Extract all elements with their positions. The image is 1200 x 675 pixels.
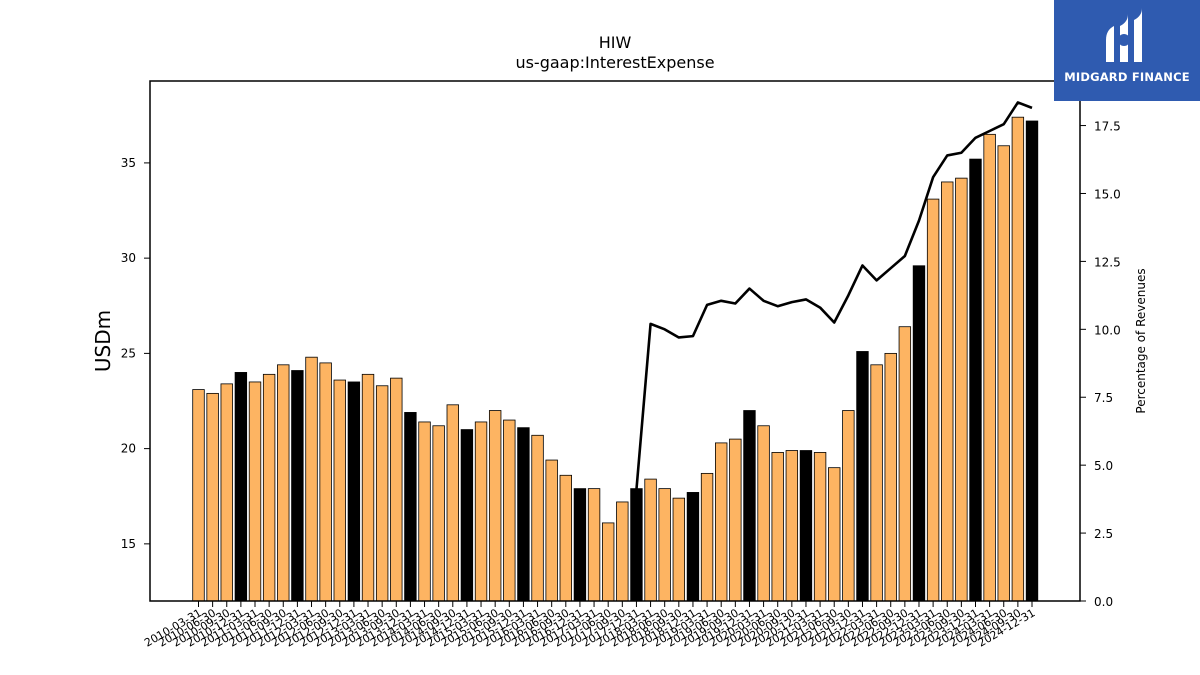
bar-2024-03-31	[983, 133, 996, 602]
bar-2019-03-31	[700, 472, 714, 602]
bars-group	[192, 116, 1039, 602]
bar-2016-12-31	[573, 488, 587, 602]
bar-2014-09-30	[446, 404, 459, 602]
y-tick-label: 25	[121, 346, 136, 360]
bar-2022-06-30	[884, 352, 897, 602]
bar-2021-12-31	[856, 351, 869, 602]
bar-2017-12-31	[630, 488, 643, 602]
y-tick-label: 20	[121, 442, 136, 456]
bar-2016-03-31	[531, 434, 544, 602]
bar-2019-12-31	[743, 410, 756, 602]
bar-2010-06-30	[206, 392, 219, 602]
bar-2017-06-30	[601, 522, 615, 602]
percentage-line	[635, 101, 1033, 490]
y2-tick-label: 5.0	[1094, 459, 1113, 473]
bar-2012-12-31	[347, 381, 361, 602]
bar-2021-06-30	[828, 467, 841, 602]
y2-tick-label: 0.0	[1094, 595, 1113, 609]
bar-2010-03-31	[192, 389, 205, 602]
bar-2022-09-30	[898, 326, 912, 602]
logo-mark-icon	[1106, 8, 1142, 62]
bar-2014-12-31	[460, 429, 474, 602]
bar-2024-09-30	[1011, 116, 1025, 602]
bar-2020-06-30	[771, 452, 784, 602]
chart-title: HIW	[599, 33, 632, 52]
bar-2018-09-30	[672, 497, 686, 602]
bar-2012-03-31	[305, 356, 318, 602]
y-tick-label: 30	[121, 251, 136, 265]
y-tick-label: 15	[121, 537, 136, 551]
y2-tick-label: 7.5	[1094, 391, 1113, 405]
chart-subtitle: us-gaap:InterestExpense	[515, 53, 714, 72]
x-axis-ticks: 2010-03-312010-06-302010-09-302010-12-31…	[142, 601, 1038, 650]
bar-2015-03-31	[474, 421, 488, 602]
bar-2015-12-31	[517, 427, 530, 602]
bar-2024-06-30	[997, 145, 1010, 602]
line-group	[635, 101, 1033, 490]
bar-2022-03-31	[870, 364, 883, 602]
logo-name: MIDGARD FINANCE	[1064, 70, 1190, 84]
bar-2010-12-31	[234, 372, 248, 602]
bar-2013-06-30	[375, 385, 389, 602]
bar-2014-06-30	[432, 425, 445, 602]
y2-tick-label: 15.0	[1094, 187, 1121, 201]
bar-2016-09-30	[559, 474, 572, 602]
bar-2010-09-30	[220, 383, 233, 602]
bar-2013-09-30	[390, 377, 403, 602]
bar-2023-12-31	[969, 158, 982, 602]
bar-2023-06-30	[941, 181, 954, 602]
bar-2011-06-30	[262, 373, 276, 602]
bar-2015-09-30	[503, 419, 516, 602]
y2-axis-label: Percentage of Revenues	[1134, 268, 1148, 413]
bar-2016-06-30	[545, 459, 558, 602]
bar-2012-09-30	[333, 379, 346, 602]
bar-2021-03-31	[813, 452, 827, 602]
bar-2018-12-31	[686, 492, 700, 602]
bar-2019-06-30	[715, 442, 728, 602]
bar-2019-09-30	[729, 438, 742, 602]
y-tick-label: 35	[121, 156, 136, 170]
y-axis-ticks: 15 20 25 30 35	[121, 156, 150, 551]
bar-2024-12-31	[1025, 120, 1039, 602]
y2-tick-label: 2.5	[1094, 527, 1113, 541]
bar-2014-03-31	[418, 421, 431, 602]
bar-2011-09-30	[277, 364, 290, 602]
y-axis-label: USDm	[91, 310, 115, 372]
bar-2023-03-31	[926, 198, 940, 602]
bar-2011-03-31	[248, 381, 262, 602]
y2-axis-ticks: 0.0 2.5 5.0 7.5 10.0 12.5 15.0 17.5	[1080, 120, 1121, 609]
bar-2013-12-31	[404, 412, 417, 602]
bar-2011-12-31	[291, 370, 304, 602]
bar-2022-12-31	[912, 265, 926, 602]
y2-tick-label: 17.5	[1094, 120, 1121, 134]
bar-2020-09-30	[785, 450, 799, 602]
bar-2021-09-30	[842, 410, 855, 602]
bar-2018-03-31	[644, 478, 657, 602]
plot-frame	[149, 80, 1081, 602]
bar-2017-09-30	[616, 501, 629, 602]
bar-2023-09-30	[955, 177, 968, 602]
y2-tick-label: 10.0	[1094, 323, 1121, 337]
bar-2020-03-31	[757, 425, 770, 602]
bar-2020-12-31	[799, 450, 813, 602]
bar-2017-03-31	[587, 488, 601, 602]
brand-logo: MIDGARD FINANCE	[1054, 0, 1200, 101]
bar-2018-06-30	[658, 488, 671, 602]
bar-2015-06-30	[488, 410, 502, 602]
y2-tick-label: 12.5	[1094, 255, 1121, 269]
bar-2012-06-30	[319, 362, 332, 602]
bar-2013-03-31	[361, 373, 375, 602]
